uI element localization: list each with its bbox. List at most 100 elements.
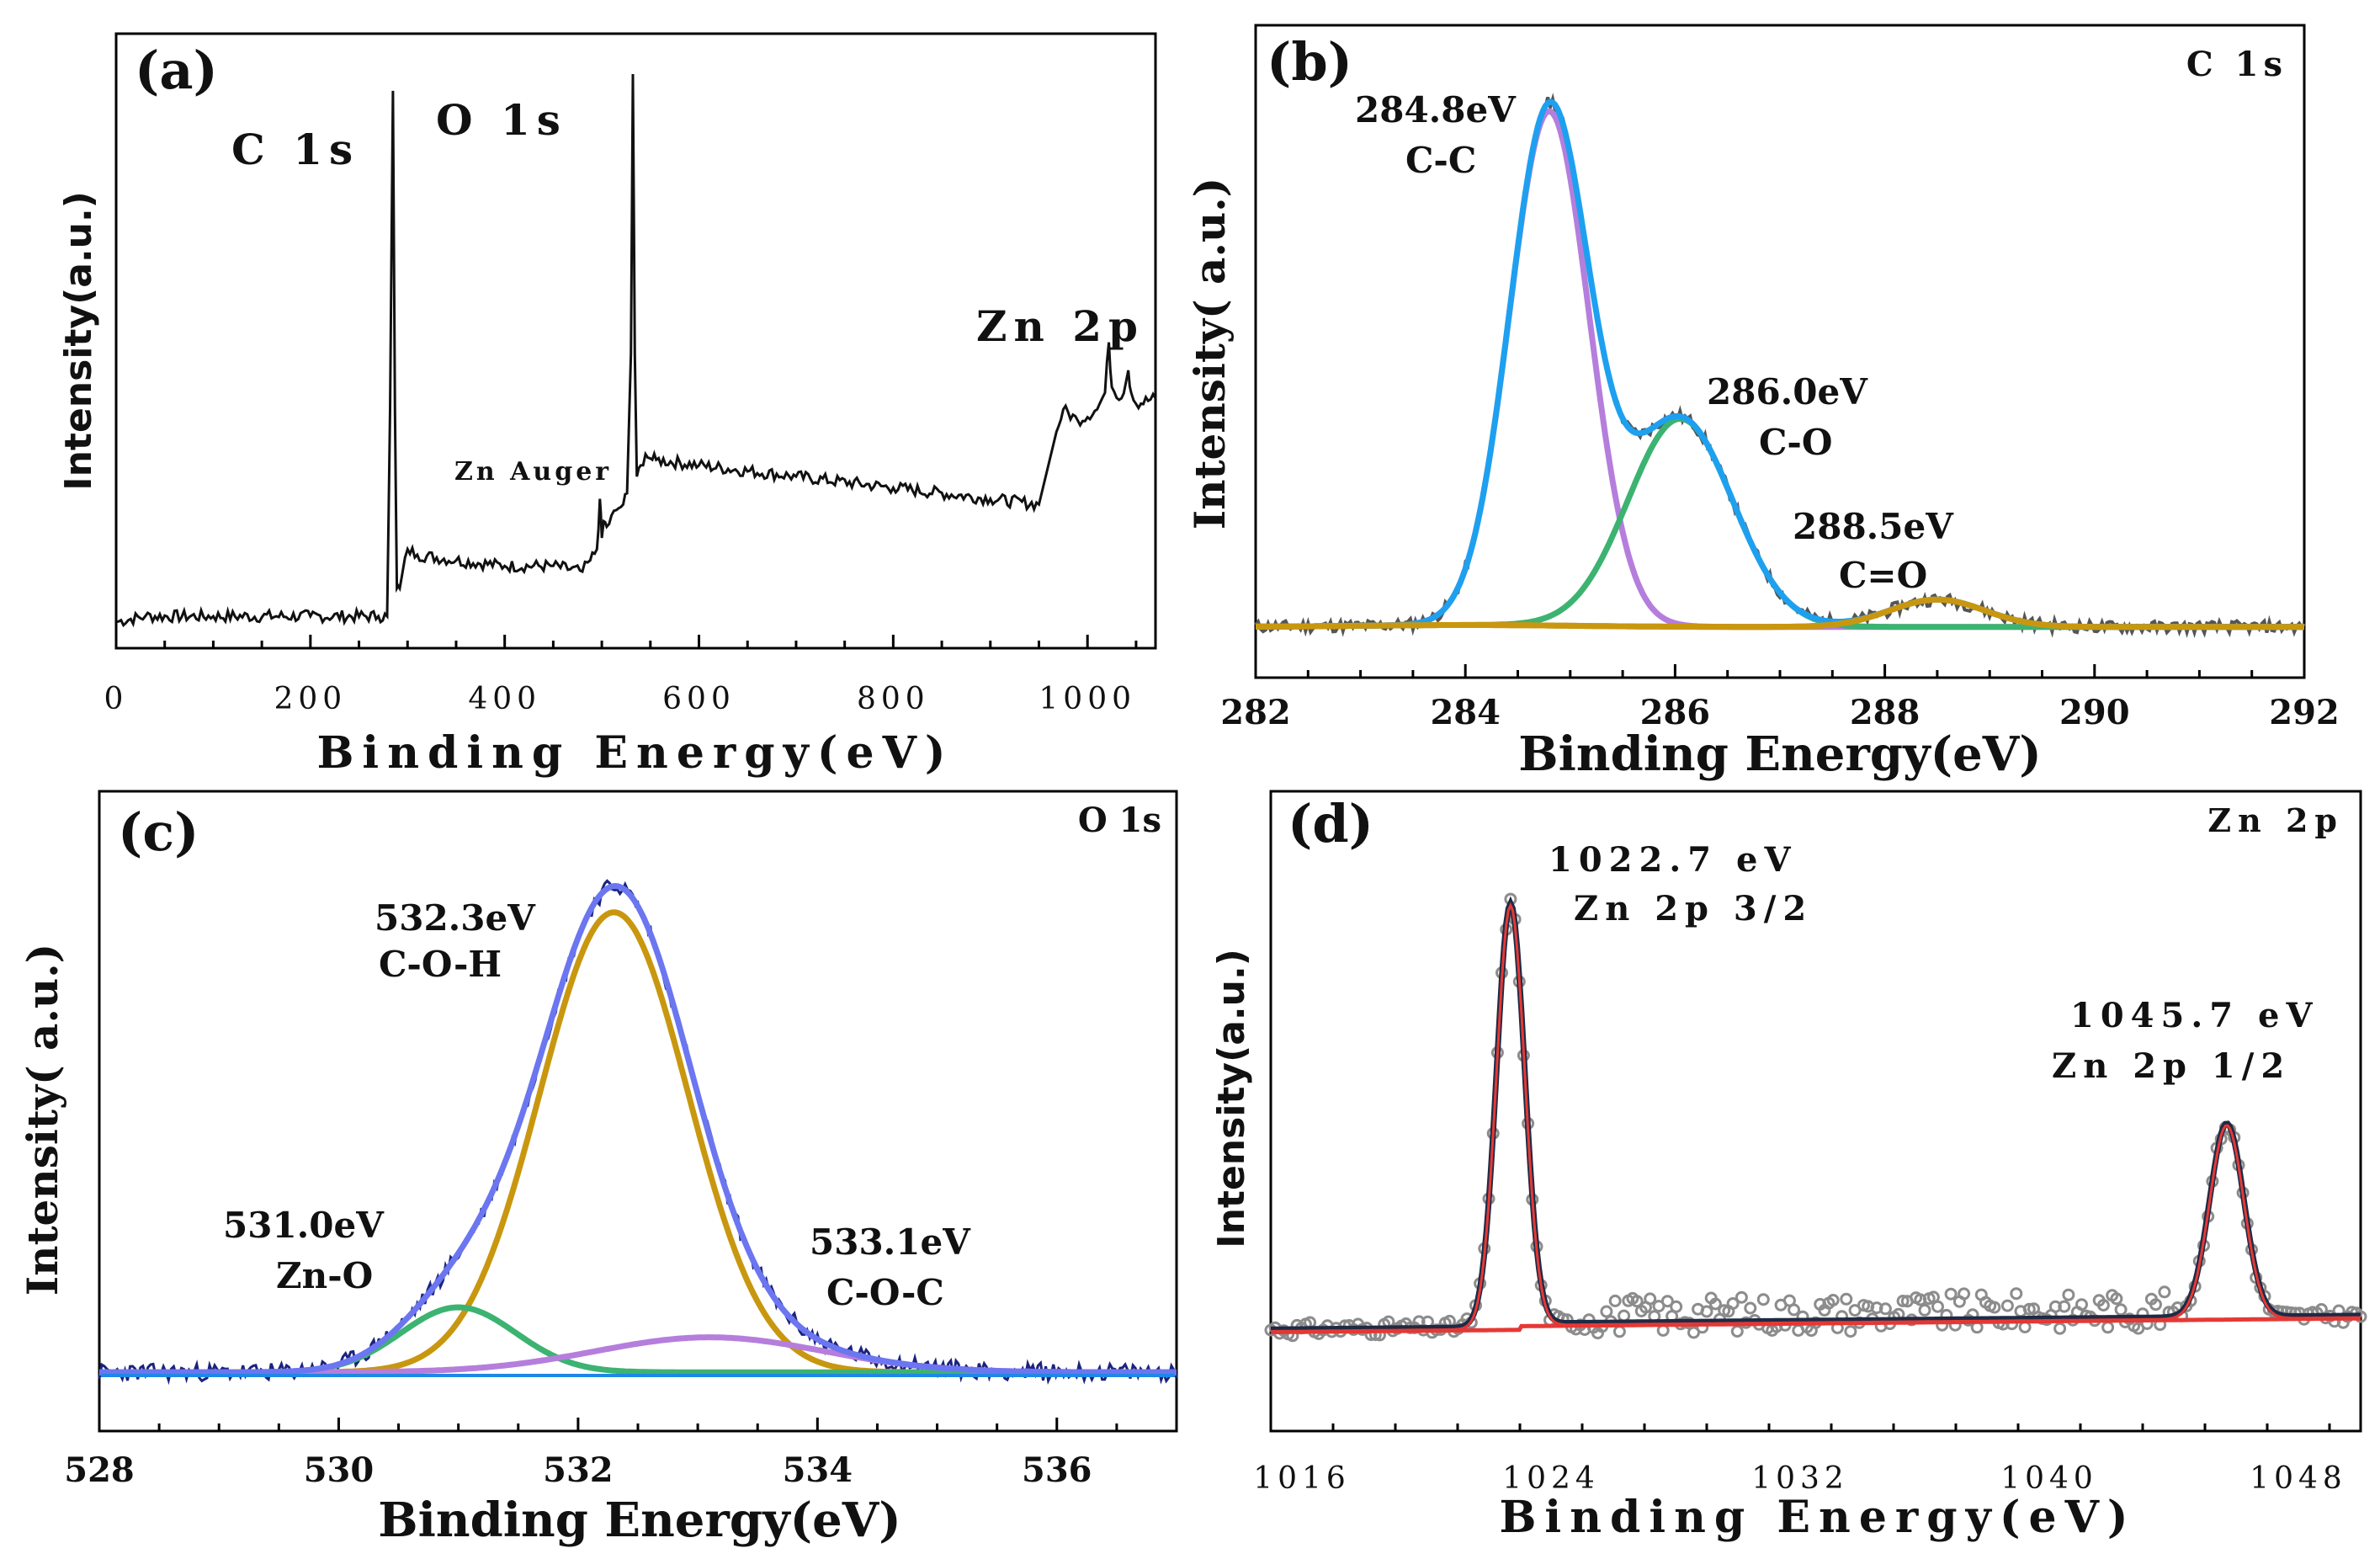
xtick-label: 1040	[2000, 1461, 2098, 1496]
xtick-label: 1032	[1751, 1461, 1849, 1496]
panel-d-ticks	[1269, 1423, 2331, 1431]
raw-data-point	[1896, 1295, 1910, 1307]
raw-data-point	[2048, 1300, 2062, 1313]
raw-data-point	[1644, 1292, 1657, 1306]
xtick-label: 1048	[2250, 1461, 2347, 1496]
raw-data-point	[1687, 1326, 1700, 1339]
panel-a-xtick-labels: 0 200 400 600 800 1000	[104, 682, 1131, 716]
raw-data-point	[1840, 1292, 1853, 1306]
raw-data-point	[1931, 1300, 1944, 1313]
panel-c-frame	[98, 790, 1178, 1433]
raw-data-point	[1918, 1303, 1931, 1317]
raw-data-point	[2101, 1321, 2115, 1334]
raw-data-point	[2022, 1302, 2036, 1316]
panel-d-title: Zn 2p	[2207, 801, 2344, 839]
panel-d-p32-energy: 1022.7 eV	[1549, 840, 1798, 880]
panel-b-cc-bond: C-C	[1405, 140, 1476, 181]
panel-c-coc-bond: C-O-C	[826, 1272, 944, 1313]
raw-data-point	[2110, 1292, 2123, 1306]
panel-c-label: (c)	[118, 801, 199, 863]
xtick-label: 290	[2059, 693, 2130, 732]
raw-data-point	[2000, 1299, 2014, 1312]
raw-data-point	[1878, 1302, 1892, 1316]
panel-b-ylabel: Intensity( a.u.)	[1185, 178, 1235, 530]
panel-d-fit	[1270, 896, 2361, 1333]
raw-data-point	[1700, 1305, 1713, 1318]
raw-data-point	[1788, 1303, 1801, 1317]
raw-data-point	[2010, 1287, 2023, 1301]
panel-c: (c) O 1s 532.3eV C-O-H 531.0eV Zn-O 533.…	[18, 790, 1178, 1548]
panel-a-zn2p-label: Zn 2p	[976, 301, 1145, 351]
panel-a: (a) C 1s O 1s Zn 2p Zn Auger 0 200 400 600 8…	[57, 32, 1157, 779]
panel-c-raw-line	[98, 879, 1178, 1386]
panel-a-ylabel: Intensity(a.u.)	[57, 191, 100, 491]
xtick-label: 0	[104, 682, 129, 716]
panel-a-xlabel: Binding Energy(eV)	[316, 727, 954, 779]
xtick-label: 528	[64, 1450, 135, 1490]
panel-d: (d) Zn 2p 1022.7 eV Zn 2p 3/2 1045.7 eV …	[1210, 790, 2367, 1543]
xtick-label: 1016	[1253, 1461, 1351, 1496]
panel-b-cc-peak	[1256, 108, 2304, 631]
raw-data-point	[1630, 1295, 1644, 1308]
raw-data-point	[1600, 1305, 1613, 1318]
xtick-label: 400	[468, 682, 541, 716]
raw-data-point	[1608, 1294, 1622, 1307]
panel-b-c=o-energy: 288.5eV	[1793, 506, 1954, 547]
raw-data-point	[2096, 1299, 2110, 1312]
panel-b-co-energy: 286.0eV	[1707, 371, 1868, 412]
raw-data-point	[1988, 1301, 2001, 1314]
panel-b: (b) C 1s 284.8eV C-C 286.0eV C-O 288.5eV…	[1185, 24, 2340, 782]
panel-b-baseline	[1256, 596, 2304, 631]
xtick-label: 800	[857, 682, 930, 716]
raw-data-point	[1708, 1297, 1722, 1311]
raw-data-point	[1944, 1287, 1958, 1301]
panel-b-cc-energy: 284.8eV	[1355, 89, 1517, 130]
panel-c-envelope	[99, 882, 1177, 1375]
raw-data-point	[2053, 1322, 2067, 1335]
raw-data-point	[1735, 1290, 1748, 1304]
raw-data-point	[1730, 1325, 1744, 1338]
panel-a-zn-auger-label: Zn Auger	[454, 457, 612, 487]
panel-c-coc-energy: 533.1eV	[810, 1221, 971, 1263]
panel-c-xtick-labels: 528 530 532 534 536	[64, 1450, 1092, 1490]
panel-d-label: (d)	[1288, 793, 1373, 854]
raw-data-point	[1844, 1325, 1857, 1338]
panel-d-ylabel: Intensity(a.u.)	[1210, 949, 1253, 1248]
xtick-label: 292	[2269, 693, 2340, 732]
panel-b-co-bond: C-O	[1759, 422, 1832, 463]
raw-data-point	[2149, 1298, 2162, 1312]
raw-data-point	[2058, 1300, 2071, 1313]
xtick-label: 286	[1640, 693, 1711, 732]
panel-d-p12-energy: 1045.7 eV	[2070, 996, 2319, 1035]
xtick-label: 288	[1850, 693, 1920, 732]
panel-d-peak-red	[1270, 902, 2361, 1333]
panel-c-xlabel: Binding Energy(eV)	[378, 1492, 900, 1548]
panel-b-xtick-labels: 282 284 286 288 290 292	[1220, 693, 2340, 732]
raw-data-point	[1670, 1300, 1683, 1313]
panel-c-zno-energy: 531.0eV	[223, 1205, 385, 1246]
xtick-label: 600	[662, 682, 736, 716]
raw-data-point	[2114, 1303, 2128, 1317]
panel-a-frame	[114, 32, 1157, 650]
raw-data-point	[2075, 1298, 2088, 1312]
raw-data-point	[1612, 1325, 1626, 1338]
panel-c-ticks	[98, 1418, 1178, 1431]
panel-c-coc-peak	[99, 1334, 1177, 1375]
panel-a-survey-line	[115, 73, 1157, 628]
raw-data-point	[1826, 1294, 1840, 1306]
panel-b-title: C 1s	[2186, 45, 2287, 84]
raw-data-point	[2062, 1288, 2075, 1301]
raw-data-point	[1958, 1287, 1971, 1301]
panel-c-coh-peak	[99, 909, 1177, 1375]
panel-a-c1s-label: C 1s	[231, 125, 359, 174]
panel-b-ticks	[1254, 664, 2306, 678]
panel-c-title: O 1s	[1078, 801, 1161, 840]
raw-data-point	[1660, 1295, 1674, 1308]
raw-data-point	[1618, 1309, 1631, 1322]
panel-c-coh-energy: 532.3eV	[375, 897, 536, 939]
panel-a-o1s-label: O 1s	[436, 95, 567, 145]
panel-c-zno-bond: Zn-O	[276, 1255, 373, 1296]
panel-d-p12-level: Zn 2p 1/2	[2052, 1046, 2291, 1086]
panel-c-coh-bond: C-O-H	[379, 944, 502, 985]
